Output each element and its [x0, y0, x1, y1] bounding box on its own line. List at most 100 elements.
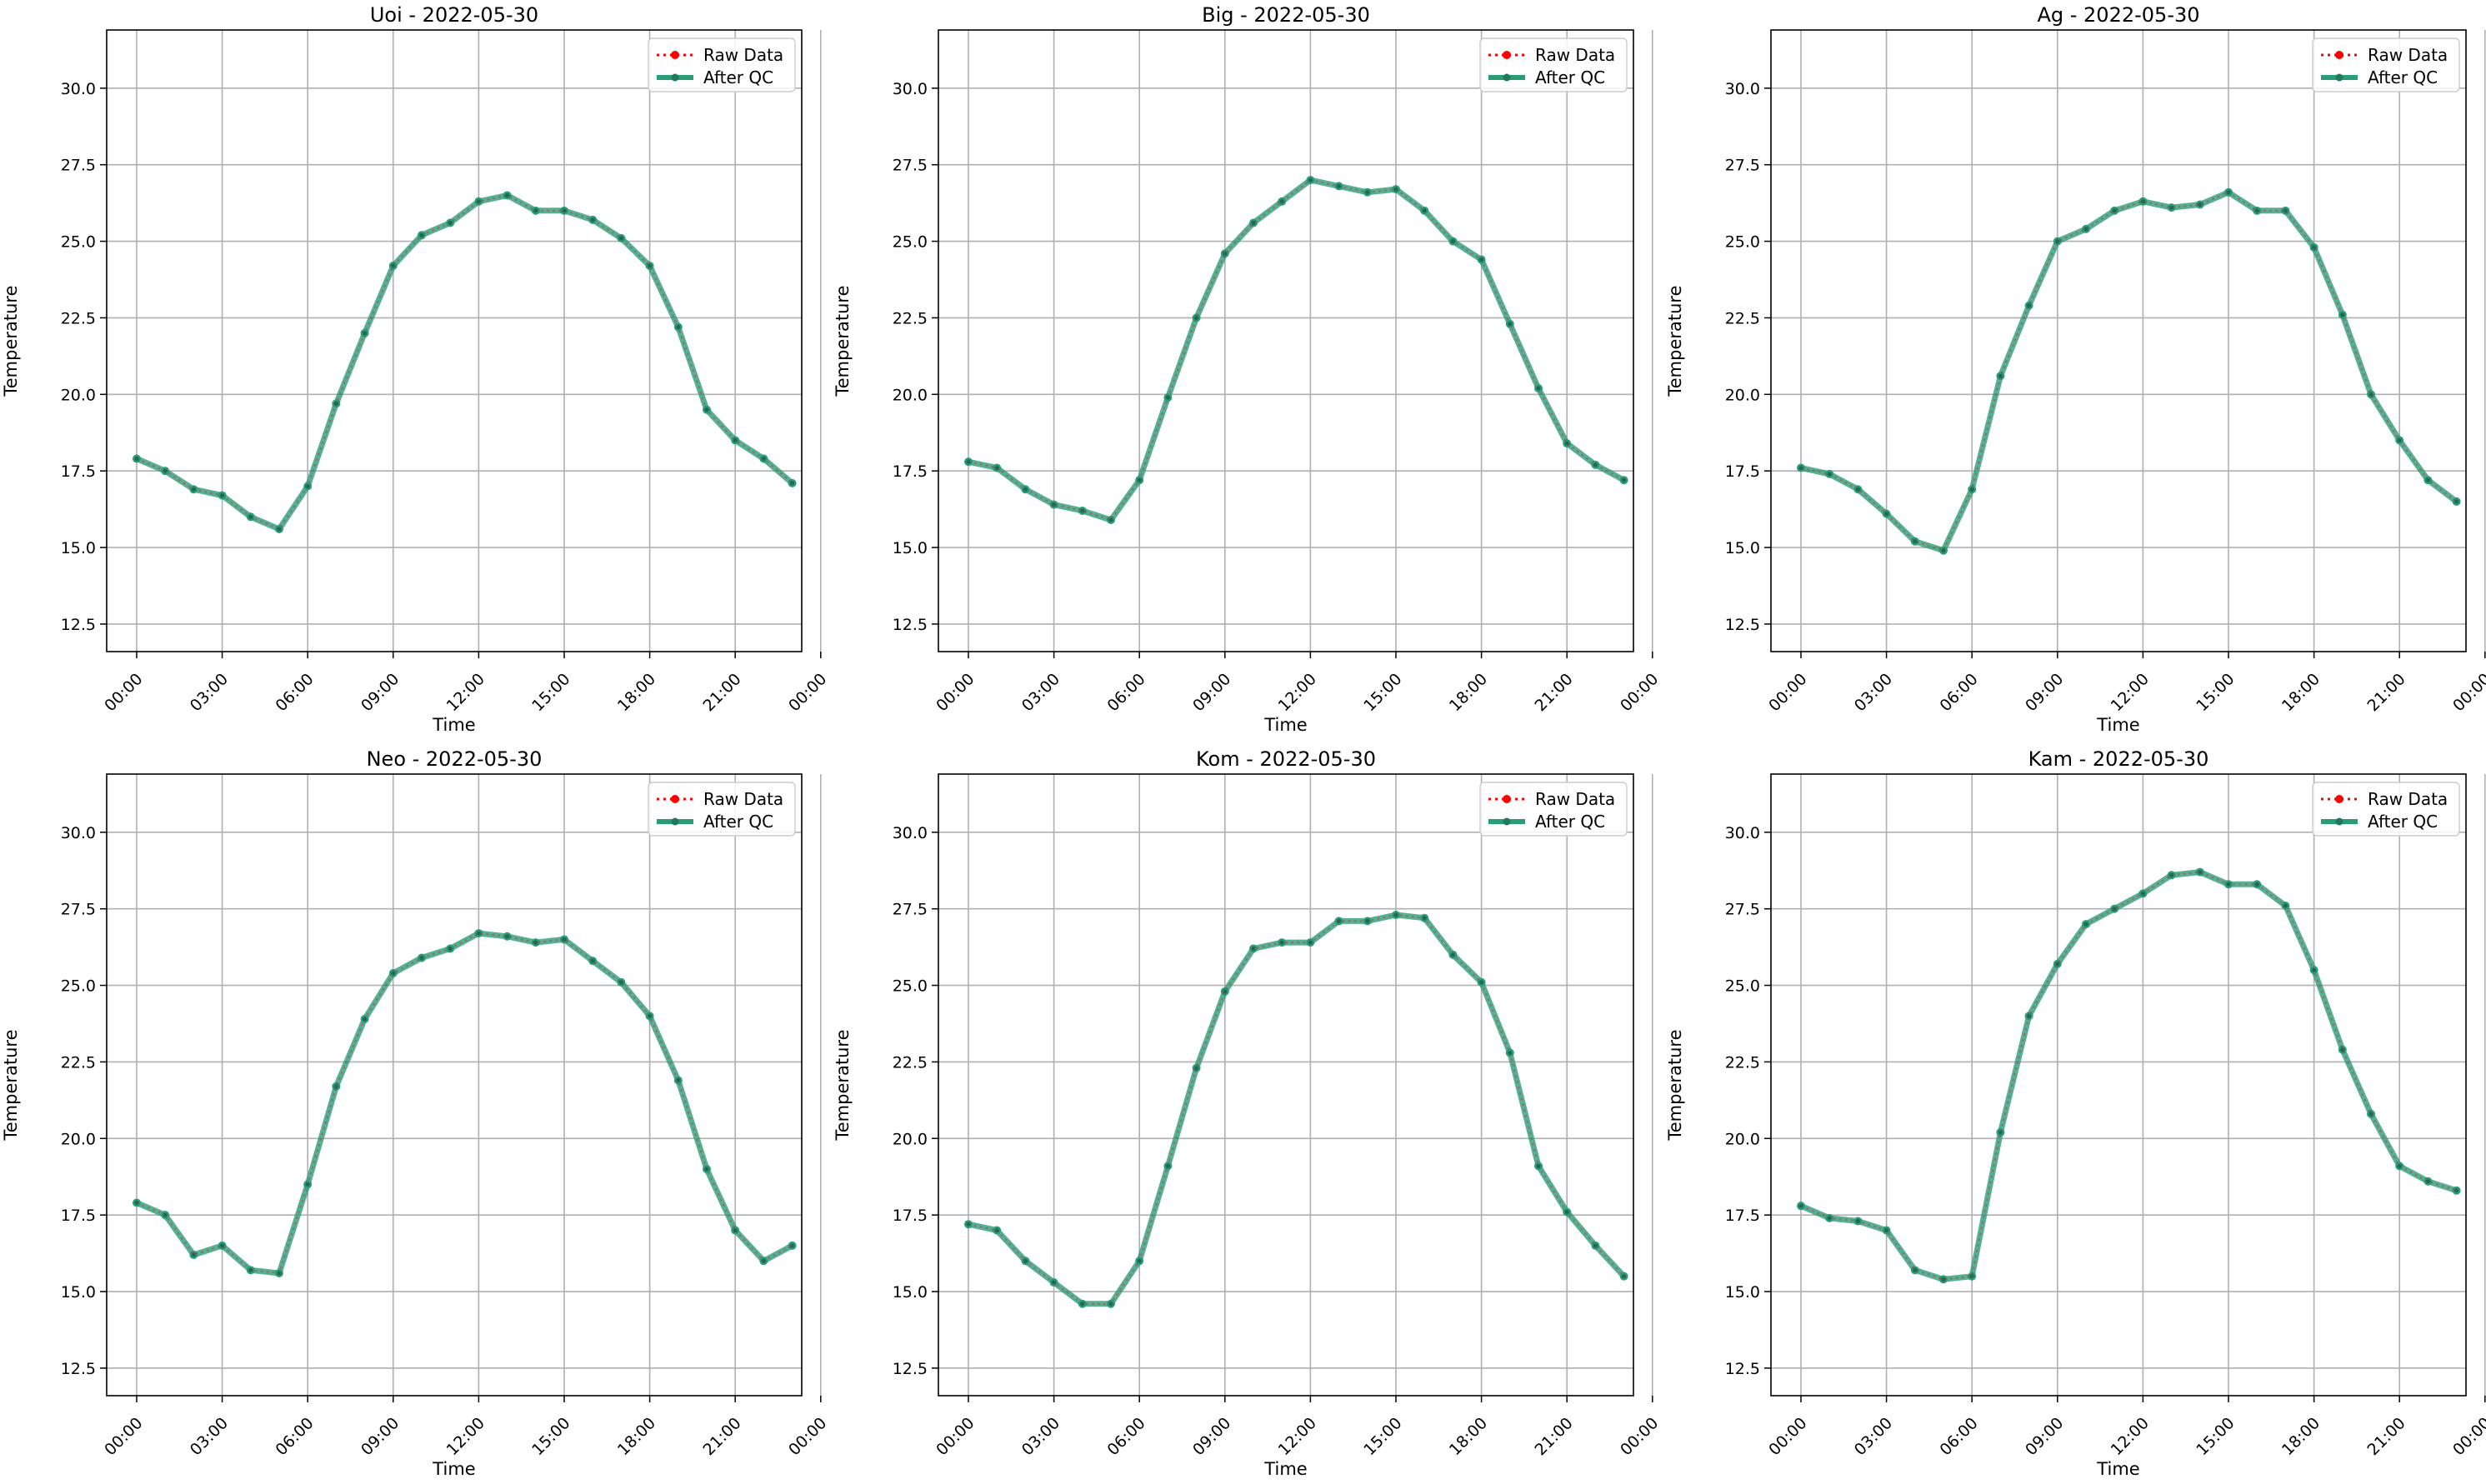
- data-point-raw-data: [134, 456, 139, 462]
- data-point-raw-data: [476, 199, 482, 204]
- data-point-raw-data: [2340, 312, 2345, 317]
- data-point-raw-data: [1998, 373, 2003, 378]
- data-point-raw-data: [1913, 1267, 1918, 1272]
- data-point-raw-data: [1422, 916, 1427, 921]
- x-tick-label: 09:00: [358, 670, 403, 715]
- legend-marker-raw-data: [2335, 795, 2343, 803]
- data-point-raw-data: [1827, 472, 1832, 477]
- y-axis-label: Temperature: [1665, 285, 1685, 397]
- data-point-raw-data: [363, 1017, 368, 1022]
- data-point-raw-data: [1450, 238, 1455, 244]
- data-point-raw-data: [2397, 437, 2402, 443]
- data-point-raw-data: [505, 934, 510, 939]
- data-point-raw-data: [2055, 962, 2060, 967]
- x-tick-label: 12:00: [2108, 1414, 2153, 1459]
- data-point-raw-data: [1251, 220, 1256, 226]
- data-point-raw-data: [1393, 187, 1398, 192]
- x-tick-label: 00:00: [1617, 1414, 1662, 1459]
- y-tick-label: 22.5: [1725, 1053, 1760, 1072]
- x-tick-label: 06:00: [272, 1414, 317, 1459]
- data-point-raw-data: [1479, 257, 1484, 262]
- data-point-raw-data: [1308, 940, 1313, 945]
- data-point-raw-data: [1052, 502, 1057, 507]
- data-point-raw-data: [1165, 1163, 1170, 1168]
- data-point-raw-data: [1884, 512, 1889, 517]
- data-point-raw-data: [476, 931, 482, 936]
- chart-title: Uoi - 2022-05-30: [370, 3, 538, 27]
- y-tick-label: 27.5: [893, 901, 928, 919]
- x-tick-label: 00:00: [933, 1414, 978, 1459]
- y-tick-label: 30.0: [893, 824, 928, 842]
- data-point-raw-data: [1080, 508, 1085, 513]
- y-tick-label: 17.5: [1725, 462, 1760, 481]
- data-point-raw-data: [1536, 1163, 1541, 1168]
- x-tick-label: 09:00: [358, 1414, 403, 1459]
- data-point-raw-data: [648, 263, 653, 268]
- x-tick-label: 21:00: [699, 1414, 744, 1459]
- data-point-raw-data: [1108, 1302, 1113, 1307]
- y-tick-label: 30.0: [1725, 80, 1760, 98]
- series-line-after-qc: [1798, 189, 2460, 554]
- data-point-raw-data: [966, 1222, 971, 1227]
- series-line-raw-data: [1800, 871, 2457, 1281]
- data-point-raw-data: [248, 514, 253, 519]
- data-point-raw-data: [2083, 922, 2088, 927]
- x-tick-label: 00:00: [785, 1414, 830, 1459]
- x-tick-label: 21:00: [2363, 1414, 2408, 1459]
- y-axis-label: Temperature: [1665, 1029, 1685, 1141]
- series-line-after-qc: [965, 177, 1628, 523]
- y-tick-label: 20.0: [893, 1130, 928, 1148]
- x-tick-label: 18:00: [2278, 670, 2323, 715]
- data-point-raw-data: [733, 1227, 738, 1233]
- data-point-raw-data: [2397, 1163, 2402, 1168]
- x-tick-label: 00:00: [933, 670, 978, 715]
- x-tick-label: 00:00: [101, 1414, 146, 1459]
- data-point-raw-data: [1564, 441, 1569, 446]
- y-tick-label: 30.0: [61, 80, 96, 98]
- chart-panel: 00:00 03:00 06:00 09:00 12:00 15:00 18:00 21:00…: [1665, 747, 2486, 1479]
- data-point-raw-data: [1564, 1209, 1569, 1215]
- data-point-raw-data: [333, 401, 338, 406]
- data-point-raw-data: [790, 1243, 795, 1248]
- y-axis-label: Temperature: [833, 1029, 853, 1141]
- data-point-raw-data: [363, 331, 368, 336]
- data-point-raw-data: [590, 217, 595, 222]
- data-point-raw-data: [2425, 477, 2430, 482]
- x-tick-label: 06:00: [1936, 670, 1981, 715]
- y-tick-label: 17.5: [893, 1207, 928, 1225]
- data-point-raw-data: [277, 527, 282, 532]
- y-tick-label: 12.5: [61, 1360, 96, 1378]
- axes-frame: [938, 773, 1634, 1397]
- y-tick-label: 22.5: [1725, 309, 1760, 327]
- data-point-raw-data: [2254, 208, 2259, 213]
- x-tick-label: 15:00: [1360, 670, 1405, 715]
- y-tick-label: 15.0: [1725, 1283, 1760, 1302]
- x-tick-label: 12:00: [1275, 1414, 1320, 1459]
- chart-title: Ag - 2022-05-30: [2037, 3, 2199, 27]
- x-tick-label: 12:00: [2108, 670, 2153, 715]
- x-axis-label: Time: [2096, 715, 2139, 735]
- axes-frame: [938, 29, 1634, 652]
- data-point-raw-data: [761, 456, 767, 462]
- legend-label-raw-data: Raw Data: [2368, 45, 2448, 65]
- data-point-raw-data: [2283, 208, 2288, 213]
- y-tick-label: 22.5: [893, 309, 928, 327]
- x-tick-label: 06:00: [1103, 670, 1148, 715]
- legend-label-after-qc: After QC: [1535, 67, 1605, 87]
- data-point-raw-data: [1536, 386, 1541, 391]
- data-point-raw-data: [2055, 238, 2060, 244]
- y-tick-label: 25.0: [1725, 233, 1760, 252]
- data-point-raw-data: [1508, 322, 1513, 327]
- series-line-raw-data: [968, 913, 1625, 1305]
- data-point-raw-data: [704, 407, 709, 412]
- data-point-raw-data: [1998, 1130, 2003, 1135]
- series-line-raw-data: [968, 178, 1625, 522]
- data-point-raw-data: [1593, 462, 1598, 467]
- data-point-raw-data: [1080, 1302, 1085, 1307]
- y-axis-label: Temperature: [1, 285, 21, 397]
- legend-label-raw-data: Raw Data: [2368, 789, 2448, 809]
- y-tick-label: 12.5: [893, 616, 928, 634]
